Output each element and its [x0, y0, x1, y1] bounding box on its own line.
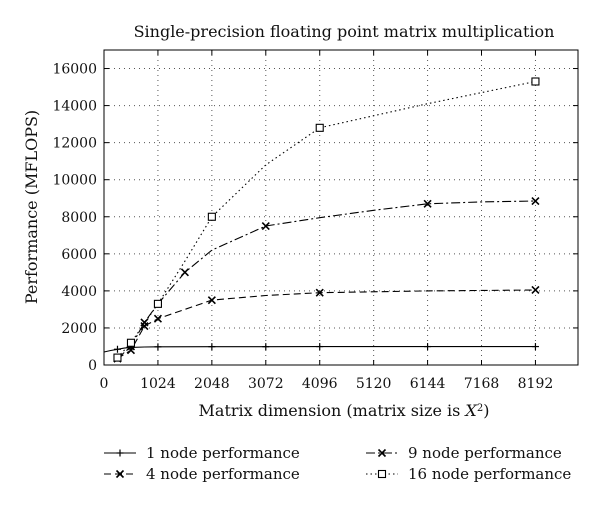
- legend: 1 node performance 9 node performance 4 no…: [104, 444, 571, 483]
- legend-marker: [115, 469, 125, 479]
- data-point: [531, 285, 540, 295]
- x-tick-label: 8192: [518, 376, 554, 392]
- x-tick-label: 5120: [356, 376, 392, 392]
- data-point: [207, 212, 216, 221]
- y-tick-label: 8000: [61, 210, 97, 226]
- legend-item: 16 node performance: [366, 465, 571, 483]
- legend-label: 9 node performance: [408, 444, 562, 462]
- legend-item: 9 node performance: [366, 444, 562, 462]
- data-point: [261, 221, 270, 231]
- data-point: [424, 343, 432, 351]
- y-axis: 0 2000 4000 6000 8000 10000 12000 14000 16000: [52, 62, 578, 374]
- series-3: [113, 196, 540, 363]
- series-1: [103, 343, 539, 353]
- data-point: [113, 353, 122, 362]
- x-axis-label: Matrix dimension (matrix size is X2): [199, 401, 490, 420]
- data-point: [153, 299, 162, 308]
- legend-marker: [377, 469, 387, 479]
- y-tick-label: 16000: [52, 62, 97, 78]
- legend-label: 16 node performance: [408, 465, 571, 483]
- x-tick-label: 4096: [302, 376, 338, 392]
- series-line: [117, 289, 536, 359]
- data-point: [126, 338, 136, 347]
- data-point: [531, 343, 539, 351]
- series-layer: [103, 77, 540, 363]
- data-point: [180, 268, 189, 277]
- data-point: [207, 296, 216, 305]
- x-tick-label: 7168: [464, 376, 500, 392]
- x-tick-label: 2048: [194, 376, 230, 392]
- plot-frame: [103, 49, 579, 366]
- x-tick-label: 3072: [248, 376, 284, 392]
- data-point: [315, 123, 324, 132]
- legend-marker: [377, 448, 387, 458]
- y-tick-label: 4000: [61, 284, 97, 300]
- data-point: [531, 196, 540, 206]
- legend-item: 1 node performance: [104, 444, 300, 462]
- chart-title: Single-precision floating point matrix m…: [134, 22, 555, 41]
- data-point: [113, 345, 121, 353]
- legend-item: 4 node performance: [104, 465, 300, 483]
- y-axis-label: Performance (MFLOPS): [22, 110, 41, 304]
- x-axis: 0 1024 2048 3072 4096 5120 6144 7168 8192: [100, 50, 554, 392]
- data-point: [315, 288, 324, 297]
- x-tick-label: 0: [100, 376, 109, 392]
- legend-marker: [116, 449, 124, 457]
- series-line: [117, 200, 536, 359]
- y-tick-label: 6000: [61, 247, 97, 263]
- x-tick-label: 1024: [140, 376, 176, 392]
- y-tick-label: 14000: [52, 99, 97, 115]
- legend-label: 4 node performance: [146, 465, 300, 483]
- data-point: [316, 343, 324, 351]
- data-point: [154, 343, 162, 351]
- legend-label: 1 node performance: [146, 444, 300, 462]
- series-line: [117, 80, 536, 358]
- data-point: [140, 318, 149, 327]
- grid: [104, 50, 578, 365]
- data-point: [208, 343, 216, 351]
- data-point: [153, 314, 162, 323]
- series-2: [113, 285, 540, 363]
- y-tick-label: 10000: [52, 173, 97, 189]
- series-4: [113, 77, 540, 362]
- data-point: [531, 77, 540, 86]
- y-tick-label: 12000: [52, 136, 97, 152]
- data-point: [262, 343, 270, 351]
- y-tick-label: 0: [88, 358, 97, 374]
- data-point: [423, 199, 432, 208]
- x-tick-label: 6144: [410, 376, 446, 392]
- y-tick-label: 2000: [61, 321, 97, 337]
